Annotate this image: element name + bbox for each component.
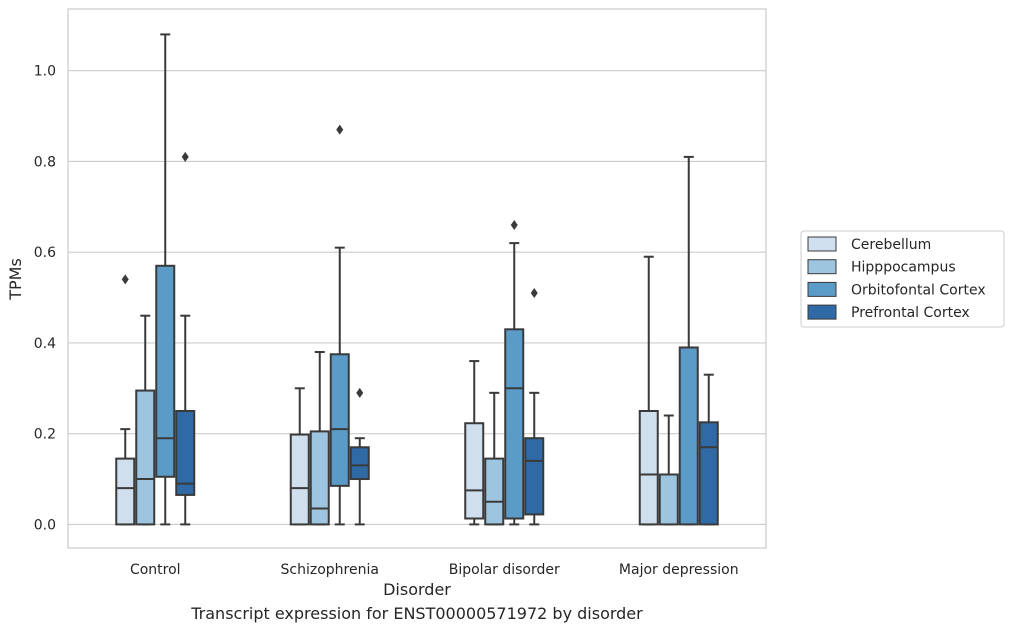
y-tick-label: 0.4 [34,336,56,352]
box [638,409,659,526]
x-tick-label: Schizophrenia [281,562,379,578]
box-group [524,288,545,526]
box [698,421,719,526]
legend-label: Orbitofontal Cortex [851,282,986,298]
box-group [309,351,330,526]
box [115,457,136,526]
box-group [175,151,196,526]
box [135,389,156,526]
box [484,457,505,526]
y-tick-label: 0.6 [34,245,56,261]
box [289,433,310,526]
box-group [289,387,310,526]
box [504,328,525,520]
y-tick-label: 0.2 [34,427,56,443]
outlier-point [121,274,129,285]
box [464,422,485,520]
box-group [504,219,525,526]
x-axis-label: Disorder [383,580,451,599]
legend-frame [800,230,1005,328]
box [309,430,330,526]
box [524,437,545,516]
legend-label: Hipppocampus [851,260,956,276]
box [329,353,350,487]
box-group [135,314,156,526]
y-tick-label: 0.0 [34,517,56,533]
y-tick-label: 1.0 [34,64,56,80]
y-axis-ticks: 0.0 0.2 0.4 0.6 0.8 1.0 [34,64,56,534]
x-tick-label: Bipolar disorder [449,562,560,578]
box [155,264,176,478]
box-group [658,414,679,526]
box-group [115,274,136,526]
outlier-point [356,387,364,398]
legend-items: Cerebellum Hipppocampus Orbitofontal Corte… [807,236,986,321]
legend-label: Cerebellum [851,237,931,253]
box-group [155,33,176,526]
x-axis-ticks: Control Schizophrenia Bipolar disorder Majo… [130,562,739,578]
x-tick-label: Control [130,562,181,578]
legend-swatch [807,259,837,275]
y-tick-label: 0.8 [34,154,56,170]
box [349,446,370,481]
box-group [638,255,659,526]
box-group [678,155,699,526]
box [175,409,196,496]
box-group [484,391,505,526]
outlier-point [530,288,538,299]
box-group [464,360,485,526]
legend-swatch [807,281,837,297]
box [658,473,679,526]
x-tick-label: Major depression [619,562,739,578]
legend-label: Prefrontal Cortex [851,305,970,321]
legend-swatch [807,236,837,252]
outlier-point [510,219,518,230]
outlier-point [336,124,344,135]
legend-swatch [807,304,837,320]
box-plots [115,33,719,526]
legend: Cerebellum Hipppocampus Orbitofontal Corte… [800,230,1005,328]
box-group [349,387,370,526]
figure-caption: Transcript expression for ENST0000057197… [191,604,643,623]
box-group [698,373,719,526]
outlier-point [181,151,189,162]
plot-frame [67,8,767,549]
box-group [329,124,350,526]
box [678,346,699,526]
y-axis-label: TPMs [6,258,25,301]
